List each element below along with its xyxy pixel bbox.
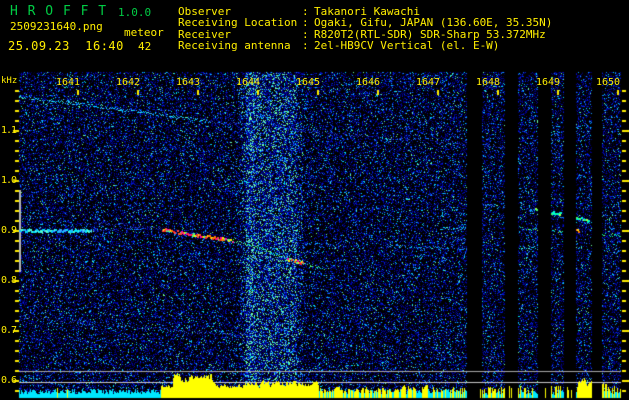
x-tick-label: 1642: [115, 77, 141, 88]
x-tick-label: 1647: [415, 77, 441, 88]
info-row-receiver: Receiver: R820T2(RTL-SDR) SDR-Sharp 53.37…: [178, 27, 552, 41]
output-filename: 2509231640.png: [10, 20, 103, 33]
info-label: Observer: [178, 5, 231, 18]
app-title: H R O F F T: [10, 4, 108, 19]
info-separator: :: [302, 39, 309, 53]
info-value: 2el-HB9CV Vertical (el. E-W): [314, 39, 500, 53]
info-value: Takanori Kawachi: [314, 5, 420, 18]
x-tick-label: 1648: [475, 77, 501, 88]
y-tick-label: 0.9: [0, 225, 17, 236]
info-value: Ogaki, Gifu, JAPAN (136.60E, 35.35N): [314, 16, 553, 30]
info-separator: :: [302, 27, 309, 41]
app-version: 1.0.0: [118, 6, 152, 19]
info-label: Receiving antenna: [178, 39, 291, 53]
x-tick-label: 1643: [175, 77, 201, 88]
info-label: Receiving Location: [178, 16, 298, 30]
info-row-antenna: Receiving antenna:2el-HB9CV Vertical (el…: [178, 39, 552, 53]
x-tick-label: 1641: [55, 77, 81, 88]
x-tick-label: 1645: [295, 77, 321, 88]
y-tick-label: 0.6: [0, 375, 17, 386]
y-tick-label: 0.7: [0, 325, 17, 336]
x-tick-label: 1649: [535, 77, 561, 88]
mode-label: meteor: [124, 26, 164, 39]
info-label: Receiver: [178, 27, 231, 41]
y-tick-label: 1.1: [0, 125, 17, 136]
x-tick-label: 1644: [235, 77, 261, 88]
x-tick-label: 1650: [595, 77, 621, 88]
info-row-location: Receiving Location: Ogaki, Gifu, JAPAN (1…: [178, 16, 553, 30]
y-axis-unit-label: kHz: [1, 76, 18, 86]
x-tick-label: 1646: [355, 77, 381, 88]
info-value: R820T2(RTL-SDR) SDR-Sharp 53.372MHz: [314, 27, 546, 41]
y-tick-label: 1.0: [0, 175, 17, 186]
info-separator: :: [302, 16, 309, 30]
y-tick-label: 0.8: [0, 275, 17, 286]
info-separator: :: [302, 5, 309, 18]
meteor-count: 42: [138, 40, 152, 53]
info-row-observer: Observer: Takanori Kawachi: [178, 5, 552, 18]
station-info: Observer: Takanori Kawachi Receiving Loca…: [178, 6, 552, 52]
observation-datetime: 25.09.23 16:40: [8, 39, 124, 53]
